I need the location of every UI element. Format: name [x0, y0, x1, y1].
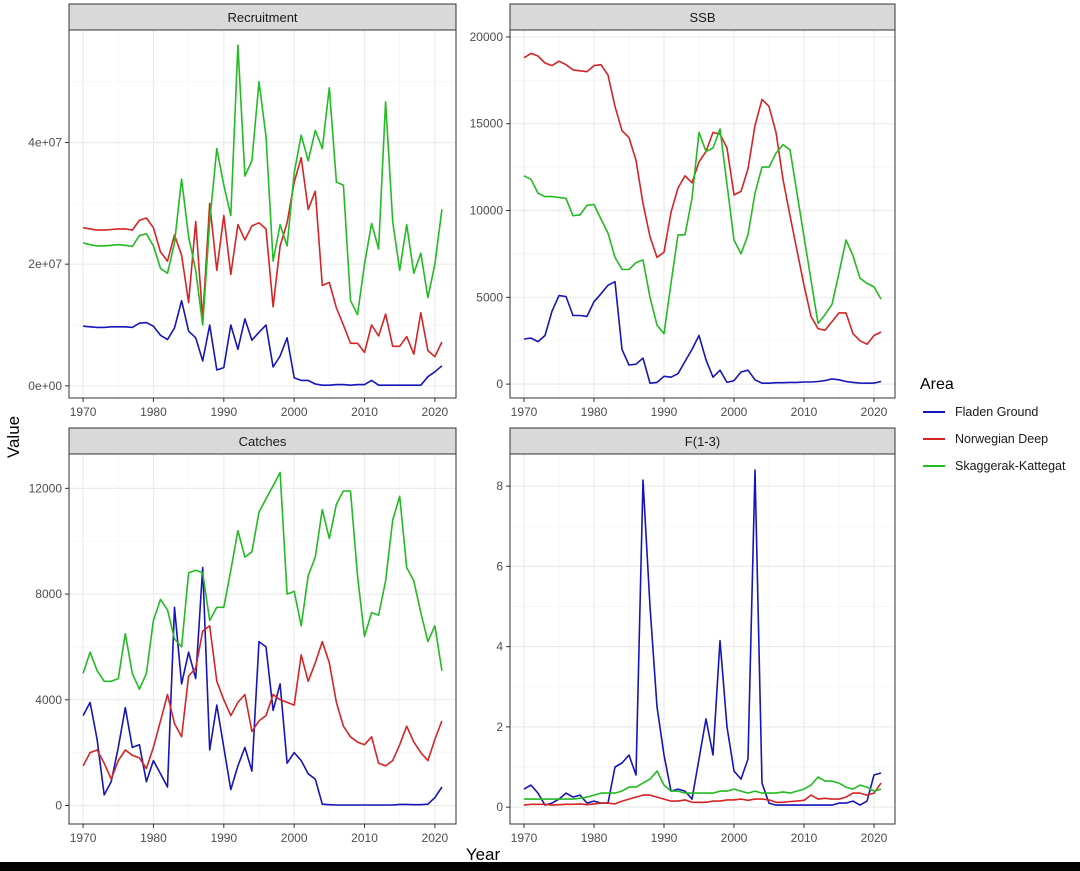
y-tick-label: 4 [496, 640, 503, 654]
series-line-skaggerak-kattegat [82, 44, 443, 326]
y-tick-label: 0e+00 [28, 379, 62, 393]
x-tick-label: 2020 [422, 405, 449, 419]
panel-border [68, 29, 457, 399]
panel-border [68, 453, 457, 825]
panel-title: F(1-3) [685, 434, 720, 449]
plot-area [510, 454, 895, 824]
x-tick-label: 1970 [511, 405, 538, 419]
y-tick-label: 6 [496, 559, 503, 573]
x-tick-label: 1980 [140, 405, 167, 419]
x-tick-label: 2000 [281, 405, 308, 419]
panel-border [509, 29, 896, 399]
panel-title: Catches [239, 434, 287, 449]
series-line-norwegian-deep [82, 156, 443, 358]
y-tick-label: 2e+07 [28, 257, 62, 271]
series-line-skaggerak-kattegat [82, 471, 443, 691]
panel-1: Recruitment 1970 1980 1990 2000 2010 2020 0e+00… [28, 3, 457, 419]
series-line-skaggerak-kattegat [523, 128, 882, 335]
panel-3: Catches 1970 1980 1990 2000 2010 2020 0 4000 8000… [29, 427, 457, 845]
y-tick-label: 0 [496, 800, 503, 814]
panel-border [509, 453, 896, 825]
legend-title: Area [920, 376, 954, 393]
y-tick-label: 5000 [476, 290, 503, 304]
plot-area [510, 30, 895, 398]
series-line-norwegian-deep [82, 624, 443, 780]
y-tick-label: 12000 [29, 481, 63, 495]
x-tick-label: 2000 [281, 831, 308, 845]
x-tick-label: 2010 [791, 831, 818, 845]
strip-header [68, 3, 457, 31]
series-line-skaggerak-kattegat [524, 770, 882, 800]
y-tick-label: 0 [496, 377, 503, 391]
y-axis-title: Value [4, 416, 23, 458]
y-tick-label: 8 [496, 479, 503, 493]
x-tick-label: 1980 [581, 405, 608, 419]
x-tick-label: 1970 [70, 405, 97, 419]
x-tick-label: 2010 [791, 405, 818, 419]
legend: Area Fladen Ground Norwegian Deep Skaggera… [920, 376, 1066, 473]
x-tick-label: 1980 [581, 831, 608, 845]
x-tick-label: 1980 [140, 831, 167, 845]
x-tick-label: 2020 [861, 405, 888, 419]
y-tick-label: 10000 [470, 204, 504, 218]
plot-area [69, 30, 456, 398]
x-tick-label: 1990 [210, 831, 237, 845]
plot-area [69, 454, 456, 824]
y-tick-label: 8000 [35, 587, 62, 601]
legend-label: Norwegian Deep [955, 432, 1048, 446]
x-tick-label: 1990 [210, 405, 237, 419]
y-tick-label: 20000 [470, 30, 504, 44]
x-tick-label: 2010 [351, 405, 378, 419]
bottom-bar [0, 862, 1080, 871]
x-tick-label: 2010 [351, 831, 378, 845]
y-tick-label: 4000 [35, 693, 62, 707]
series-line-norwegian-deep [523, 782, 882, 806]
x-tick-label: 2000 [721, 405, 748, 419]
series-line-norwegian-deep [523, 52, 882, 346]
y-tick-label: 4e+07 [28, 136, 62, 150]
x-tick-label: 2000 [721, 831, 748, 845]
strip-header [68, 427, 457, 455]
y-tick-label: 2 [496, 720, 503, 734]
series-line-fladen-ground [523, 280, 882, 385]
panel-2: SSB 1970 1980 1990 2000 2010 2020 0 5000 10000 150… [470, 3, 896, 419]
x-axis-title: Year [466, 845, 501, 862]
panel-title: Recruitment [227, 10, 297, 25]
series-line-fladen-ground [83, 299, 443, 387]
x-tick-label: 1990 [651, 405, 678, 419]
y-tick-label: 0 [55, 799, 62, 813]
y-tick-label: 15000 [470, 117, 504, 131]
x-tick-label: 1970 [70, 831, 97, 845]
x-tick-label: 1990 [651, 831, 678, 845]
panel-4: F(1-3) 1970 1980 1990 2000 2010 2020 0 2 4 6 8 [496, 427, 896, 845]
series-line-fladen-ground [523, 469, 882, 806]
x-tick-label: 2020 [422, 831, 449, 845]
x-tick-label: 2020 [861, 831, 888, 845]
panel-title: SSB [689, 10, 715, 25]
x-tick-label: 1970 [511, 831, 538, 845]
legend-label: Fladen Ground [955, 405, 1038, 419]
legend-label: Skaggerak-Kattegat [955, 459, 1066, 473]
